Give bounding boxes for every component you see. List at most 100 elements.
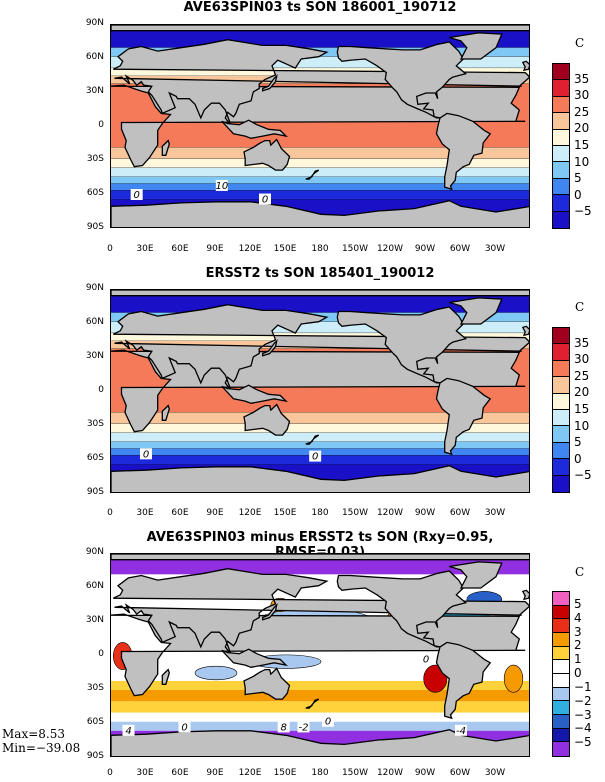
contour-label: 0 [325, 717, 331, 728]
land-samerica [435, 641, 492, 720]
lat-tick-label: 90S [86, 751, 104, 761]
colorbar-label: 1 [574, 652, 582, 667]
colorbar-swatch [553, 96, 569, 114]
colorbar-swatch [553, 714, 569, 729]
sst-band [111, 183, 529, 191]
colorbar-swatch [553, 178, 569, 196]
lon-tick-label: 150E [273, 244, 297, 254]
lon-tick-label: 30W [484, 508, 506, 518]
lon-tick-label: 0 [107, 508, 113, 518]
lon-tick-label: 0 [107, 244, 113, 254]
colorbar-label: 25 [574, 368, 590, 383]
colorbar-label: −2 [574, 693, 592, 708]
colorbar-swatch [553, 113, 569, 130]
land-indonesia [221, 384, 289, 404]
colorbar-swatch [553, 673, 569, 688]
sst-band [111, 167, 529, 177]
land-eurasia [113, 39, 529, 127]
contour-label: 8 [280, 722, 286, 733]
lat-tick-label: 30N [85, 615, 104, 625]
lat-tick-label: 60N [85, 317, 104, 327]
colorbar-swatch [553, 646, 569, 661]
panel-1-map: 0 10 0 [110, 24, 530, 228]
panel-2-colorbar [552, 327, 570, 493]
colorbar-label: 30 [574, 88, 590, 103]
lon-tick-label: 150W [341, 768, 369, 778]
panel-3-map: 4 0 8 -2 0 -4 0 [110, 553, 530, 757]
map-canvas: 0 10 0 [111, 25, 529, 227]
lon-tick-label: 30E [136, 768, 154, 778]
lon-tick-label: 30W [484, 768, 506, 778]
lon-tick-label: 180 [311, 768, 329, 778]
contour-label-bg [215, 179, 228, 191]
lon-tick-label: 120E [238, 244, 262, 254]
panel-2-lon-axis: 0 30E 60E 90E 120E 150E 180 150W 120W 90W 60W 30W [107, 508, 530, 522]
land-uk [521, 325, 529, 337]
land-greenland [449, 32, 503, 60]
lat-tick-label: 30S [86, 154, 104, 164]
contour-label: 0 [143, 449, 149, 460]
contour-label: 0 [312, 452, 318, 463]
contour-label-bg [259, 193, 271, 205]
lat-tick-label: 60S [86, 717, 104, 727]
sst-band [111, 441, 529, 449]
land-madagascar [161, 668, 170, 685]
lon-tick-label: 180 [311, 508, 329, 518]
lon-tick-label: 60W [449, 244, 471, 254]
anomaly-band [111, 721, 529, 731]
land-greenland [449, 297, 503, 325]
contour-label-bg [309, 450, 322, 462]
lon-tick-label: 180 [311, 244, 329, 254]
lon-tick-label: 90W [414, 244, 436, 254]
land-eurasia [113, 568, 529, 656]
colorbar-swatch [553, 687, 569, 702]
land-namerica [336, 570, 468, 648]
lon-tick-label: 60E [171, 768, 189, 778]
colorbar-label: −5 [574, 204, 592, 219]
panel-2-title: ERSST2 ts SON 185401_190012 [205, 266, 435, 281]
lat-tick-label: 60N [85, 581, 104, 591]
colorbar-label: 35 [574, 335, 590, 350]
panel-1-colorbar [552, 63, 570, 229]
contour-label: 10 [215, 181, 228, 192]
colorbar-label: 10 [574, 418, 590, 433]
contour-label: 0 [262, 195, 268, 206]
lon-tick-label: 90W [414, 508, 436, 518]
colorbar-swatch [553, 377, 569, 394]
land-namerica [336, 306, 468, 384]
contour-label-bg [277, 721, 290, 733]
lon-tick-label: 90E [206, 768, 224, 778]
land-antarctica [111, 465, 529, 492]
colorbar-label: 15 [574, 402, 590, 416]
colorbar-label: 5 [574, 171, 582, 186]
land-arctic [111, 25, 529, 32]
panel-3-colorbar [552, 591, 570, 757]
lat-tick-label: 30S [86, 419, 104, 429]
land-namerica [336, 41, 468, 119]
colorbar-label: 20 [574, 121, 590, 136]
colorbar-label: 35 [574, 71, 590, 86]
lat-tick-label: 0 [98, 649, 104, 659]
lon-tick-label: 0 [107, 768, 113, 778]
lon-tick-label: 60W [449, 508, 471, 518]
colorbar-label: 15 [574, 138, 590, 152]
colorbar-label: 20 [574, 385, 590, 400]
contour-label-bg [140, 448, 152, 460]
land-arctic [111, 290, 529, 297]
land-antarctica [111, 729, 529, 756]
sst-band [111, 56, 529, 69]
contour-label: 0 [423, 654, 429, 665]
lon-tick-label: 150E [273, 768, 297, 778]
lon-tick-label: 120W [376, 768, 404, 778]
lat-tick-label: 60N [85, 52, 104, 62]
colorbar-label: 5 [574, 435, 582, 450]
colorbar-label: 4 [574, 610, 582, 625]
lon-tick-label: 60W [449, 768, 471, 778]
sst-band [111, 423, 529, 433]
sst-band [111, 190, 529, 200]
land-uk [521, 60, 529, 72]
lon-tick-label: 150W [341, 508, 369, 518]
land-indonesia [221, 648, 289, 668]
lon-tick-label: 30E [136, 244, 154, 254]
